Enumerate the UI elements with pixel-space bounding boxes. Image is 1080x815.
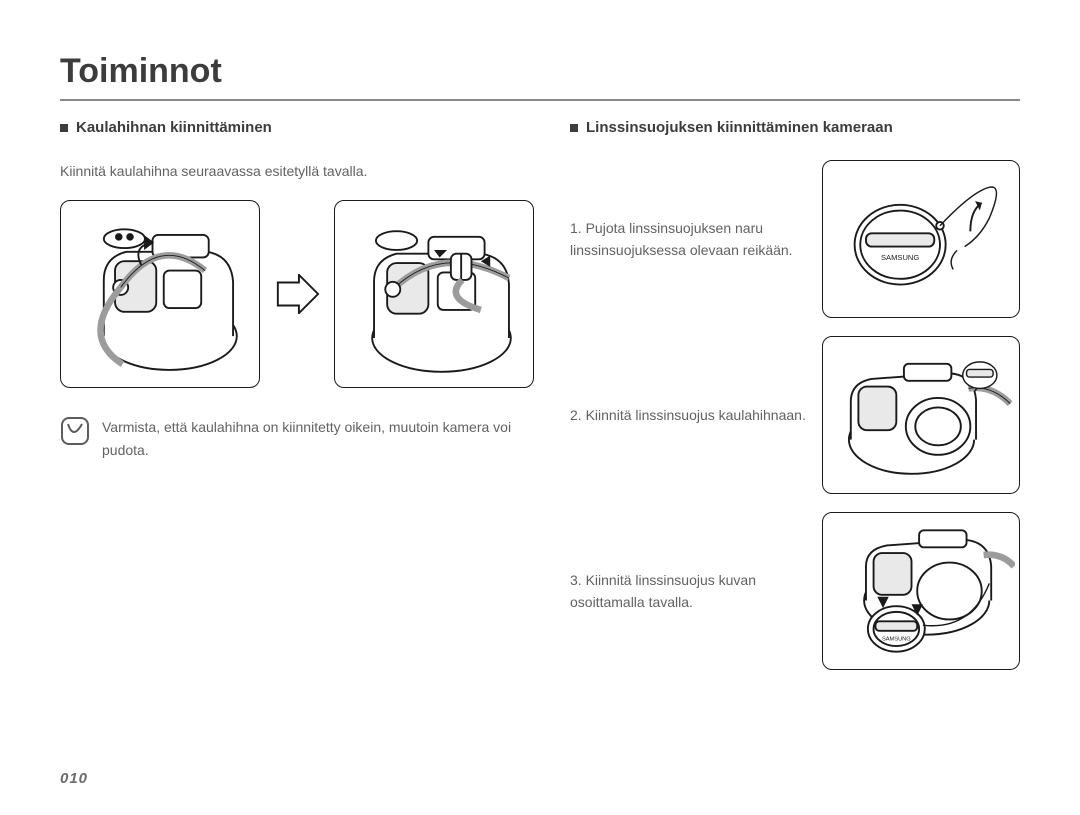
step-row-1: 1. Pujota linssinsuojuksen naru linssins… <box>570 160 1020 318</box>
left-column: Kaulahihnan kiinnittäminen Kiinnitä kaul… <box>60 119 534 670</box>
left-heading-text: Kaulahihnan kiinnittäminen <box>76 119 272 136</box>
step-row-3: 3. Kiinnitä linssinsuojus kuvan osoittam… <box>570 512 1020 670</box>
manual-page: Toiminnot Kaulahihnan kiinnittäminen Kii… <box>0 0 1080 815</box>
step-body-3: Kiinnitä linssinsuojus kuvan osoittamall… <box>570 572 756 610</box>
two-column-layout: Kaulahihnan kiinnittäminen Kiinnitä kaul… <box>60 119 1020 670</box>
figure-lenscap-3: SAMSUNG <box>822 512 1020 670</box>
lens-cap-string-icon: SAMSUNG <box>827 165 1015 313</box>
figure-strap-2 <box>334 200 534 388</box>
right-column: Linssinsuojuksen kiinnittäminen kameraan… <box>570 119 1020 670</box>
step-text-1: 1. Pujota linssinsuojuksen naru linssins… <box>570 217 808 262</box>
lens-cap-strap-icon <box>827 341 1015 489</box>
note-text: Varmista, että kaulahihna on kiinnitetty… <box>102 416 534 461</box>
step-num-1: 1. <box>570 220 582 236</box>
page-title: Toiminnot <box>60 52 1020 91</box>
camera-strap-1-icon <box>65 205 255 383</box>
lens-cap-on-camera-icon: SAMSUNG <box>827 517 1015 665</box>
left-figure-row <box>60 200 534 388</box>
svg-text:SAMSUNG: SAMSUNG <box>881 253 919 262</box>
right-heading: Linssinsuojuksen kiinnittäminen kameraan <box>570 119 1020 136</box>
svg-text:SAMSUNG: SAMSUNG <box>882 636 911 642</box>
step-row-2: 2. Kiinnitä linssinsuojus kaulahihnaan. <box>570 336 1020 494</box>
figure-lenscap-1: SAMSUNG <box>822 160 1020 318</box>
figure-strap-1 <box>60 200 260 388</box>
left-heading: Kaulahihnan kiinnittäminen <box>60 119 534 136</box>
figure-lenscap-2 <box>822 336 1020 494</box>
note-block: Varmista, että kaulahihna on kiinnitetty… <box>60 416 534 461</box>
note-rounded-icon <box>60 416 90 446</box>
step-text-2: 2. Kiinnitä linssinsuojus kaulahihnaan. <box>570 404 808 426</box>
step-body-2: Kiinnitä linssinsuojus kaulahihnaan. <box>586 407 806 423</box>
step-body-1: Pujota linssinsuojuksen naru linssinsuoj… <box>570 220 793 258</box>
right-heading-text: Linssinsuojuksen kiinnittäminen kameraan <box>586 119 893 136</box>
title-rule <box>60 99 1020 101</box>
square-bullet-icon <box>60 124 68 132</box>
step-num-2: 2. <box>570 407 582 423</box>
right-steps: 1. Pujota linssinsuojuksen naru linssins… <box>570 160 1020 670</box>
left-intro-text: Kiinnitä kaulahihna seuraavassa esitetyl… <box>60 160 534 182</box>
step-num-3: 3. <box>570 572 582 588</box>
step-text-3: 3. Kiinnitä linssinsuojus kuvan osoittam… <box>570 569 808 614</box>
square-bullet-icon <box>570 124 578 132</box>
camera-strap-2-icon <box>339 205 529 383</box>
page-number: 010 <box>60 770 88 787</box>
arrow-right-icon <box>274 274 320 314</box>
